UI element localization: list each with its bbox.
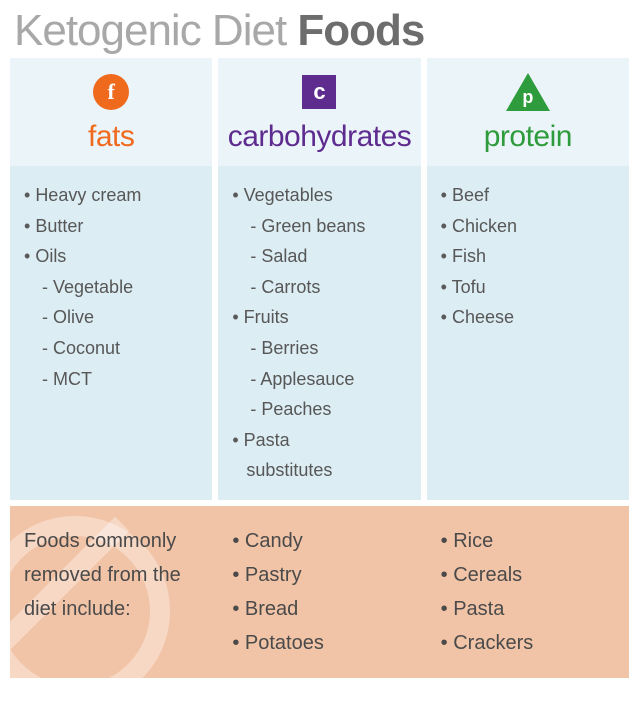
list-item: Applesauce — [232, 364, 410, 395]
list-item: Oils — [24, 241, 202, 272]
protein-label: protein — [484, 120, 572, 154]
carbs-list: Vegetables Green beans Salad Carrots Fru… — [218, 166, 420, 500]
list-item: Rice — [441, 524, 619, 558]
list-item: Cereals — [441, 558, 619, 592]
list-item: Tofu — [441, 272, 619, 303]
protein-list: Beef Chicken Fish Tofu Cheese — [427, 166, 629, 500]
protein-icon: p — [506, 73, 550, 111]
list-item: Crackers — [441, 626, 619, 660]
list-item: Olive — [24, 302, 202, 333]
carbs-label: carbohydrates — [228, 120, 412, 154]
list-item: MCT — [24, 364, 202, 395]
list-item: Chicken — [441, 211, 619, 242]
list-item: Pasta — [232, 425, 410, 456]
removed-col2: Rice Cereals Pasta Crackers — [427, 506, 629, 678]
fats-header: f fats — [10, 58, 212, 166]
col-protein: p protein Beef Chicken Fish Tofu Cheese — [427, 58, 629, 500]
protein-header: p protein — [427, 58, 629, 166]
removed-intro: Foods commonly removed from the diet inc… — [10, 506, 212, 678]
list-item: Cheese — [441, 302, 619, 333]
carbs-icon: c — [302, 75, 336, 109]
list-item: Peaches — [232, 394, 410, 425]
col-carbs: c carbohydrates Vegetables Green beans S… — [218, 58, 420, 500]
list-item: Potatoes — [232, 626, 410, 660]
page-title: Ketogenic Diet Foods — [10, 0, 629, 58]
list-item: Fish — [441, 241, 619, 272]
carbs-header: c carbohydrates — [218, 58, 420, 166]
removed-col1: Candy Pastry Bread Potatoes — [218, 506, 420, 678]
list-item: Coconut — [24, 333, 202, 364]
list-item: Berries — [232, 333, 410, 364]
title-light: Ketogenic Diet — [14, 6, 297, 55]
list-item: Carrots — [232, 272, 410, 303]
list-item: Vegetables — [232, 180, 410, 211]
list-item: Candy — [232, 524, 410, 558]
list-item: Vegetable — [24, 272, 202, 303]
title-bold: Foods — [297, 6, 424, 55]
list-item: Beef — [441, 180, 619, 211]
fats-label: fats — [88, 120, 134, 154]
list-item: Pasta — [441, 592, 619, 626]
list-item: Heavy cream — [24, 180, 202, 211]
categories-row: f fats Heavy cream Butter Oils Vegetable… — [10, 58, 629, 500]
list-item: substitutes — [232, 455, 410, 486]
list-item: Salad — [232, 241, 410, 272]
removed-panel: Foods commonly removed from the diet inc… — [10, 506, 629, 678]
list-item: Pastry — [232, 558, 410, 592]
fats-icon: f — [93, 74, 129, 110]
col-fats: f fats Heavy cream Butter Oils Vegetable… — [10, 58, 212, 500]
fats-list: Heavy cream Butter Oils Vegetable Olive … — [10, 166, 212, 500]
list-item: Fruits — [232, 302, 410, 333]
list-item: Butter — [24, 211, 202, 242]
list-item: Green beans — [232, 211, 410, 242]
list-item: Bread — [232, 592, 410, 626]
